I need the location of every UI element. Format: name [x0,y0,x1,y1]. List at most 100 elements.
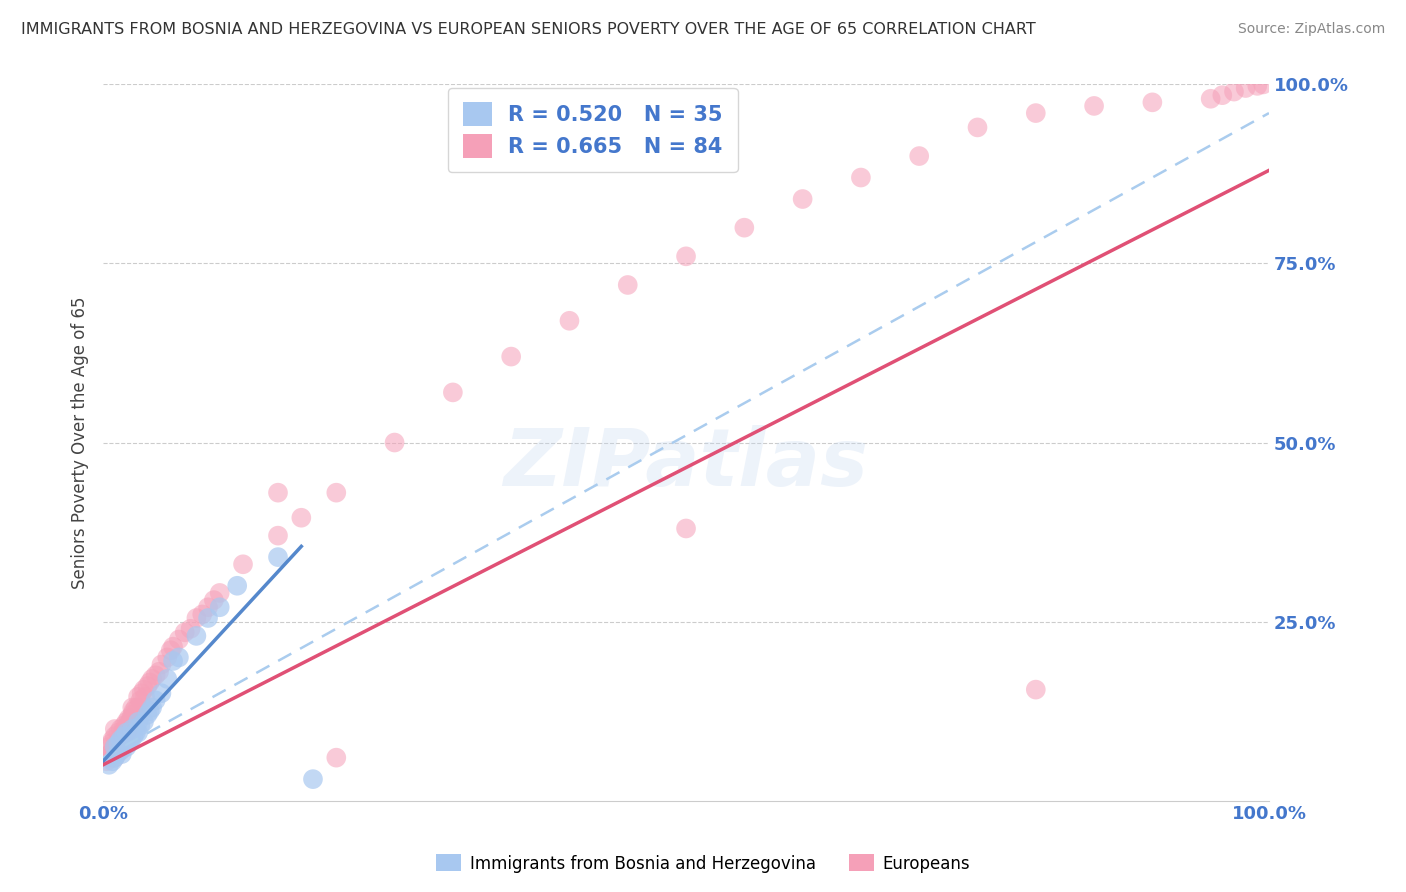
Point [191,607,214,622]
Point [96,754,118,768]
Point [122,704,145,718]
Point [180,622,202,636]
Point [132,682,155,697]
Point [98,747,121,761]
Point [208,586,231,600]
Point [104,722,127,736]
Point [111,747,134,761]
Text: Source: ZipAtlas.com: Source: ZipAtlas.com [1237,22,1385,37]
Point [197,600,219,615]
Point [118,711,141,725]
Point [132,714,155,729]
Point [110,732,132,747]
Point [121,707,143,722]
Point [120,711,142,725]
Text: ZIPatlas: ZIPatlas [503,425,869,503]
Point [208,600,231,615]
Point [290,510,312,524]
Point [1251,78,1274,92]
Point [501,350,523,364]
Point [1211,88,1233,103]
Point [107,725,129,739]
Point [114,722,136,736]
Point [110,732,132,747]
Point [267,485,290,500]
Point [127,725,149,739]
Point [112,736,135,750]
Point [675,521,697,535]
Point [1246,78,1268,93]
Point [104,750,127,764]
Point [111,729,134,743]
Point [441,385,464,400]
Point [97,750,120,764]
Point [156,672,179,686]
Point [325,485,347,500]
Point [139,704,162,718]
Point [112,729,135,743]
Point [125,725,148,739]
Point [107,736,129,750]
Point [325,750,347,764]
Point [232,558,254,572]
Point [127,714,149,729]
Point [159,643,181,657]
Point [1025,106,1047,120]
Point [1234,81,1257,95]
Point [136,707,159,722]
Point [115,714,138,729]
Point [125,700,148,714]
Point [107,736,129,750]
Point [150,657,173,672]
Point [118,714,141,729]
Point [115,725,138,739]
Point [101,754,124,768]
Point [100,736,122,750]
Point [141,672,163,686]
Legend: Immigrants from Bosnia and Herzegovina, Europeans: Immigrants from Bosnia and Herzegovina, … [429,847,977,880]
Text: IMMIGRANTS FROM BOSNIA AND HERZEGOVINA VS EUROPEAN SENIORS POVERTY OVER THE AGE : IMMIGRANTS FROM BOSNIA AND HERZEGOVINA V… [21,22,1036,37]
Point [115,725,138,739]
Point [167,650,190,665]
Point [104,750,127,764]
Point [118,722,141,736]
Point [162,654,184,668]
Point [186,629,208,643]
Point [202,593,225,607]
Point [908,149,931,163]
Point [111,725,134,739]
Point [131,686,153,700]
Point [97,757,120,772]
Point [110,743,132,757]
Point [186,611,208,625]
Legend: R = 0.520   N = 35, R = 0.665   N = 84: R = 0.520 N = 35, R = 0.665 N = 84 [449,87,738,172]
Point [112,718,135,732]
Point [141,700,163,714]
Point [134,690,156,704]
Point [121,700,143,714]
Point [1083,99,1105,113]
Point [966,120,988,135]
Point [1223,85,1246,99]
Point [120,732,142,747]
Point [121,722,143,736]
Point [384,435,406,450]
Point [104,739,127,754]
Point [616,277,638,292]
Point [136,679,159,693]
Point [267,550,290,565]
Point [97,739,120,754]
Point [197,611,219,625]
Point [1199,92,1222,106]
Point [129,693,152,707]
Point [148,665,170,679]
Point [127,700,149,714]
Point [173,625,195,640]
Point [675,249,697,263]
Point [110,743,132,757]
Point [1142,95,1164,110]
Point [162,640,184,654]
Point [105,739,128,754]
Point [118,736,141,750]
Point [733,220,755,235]
